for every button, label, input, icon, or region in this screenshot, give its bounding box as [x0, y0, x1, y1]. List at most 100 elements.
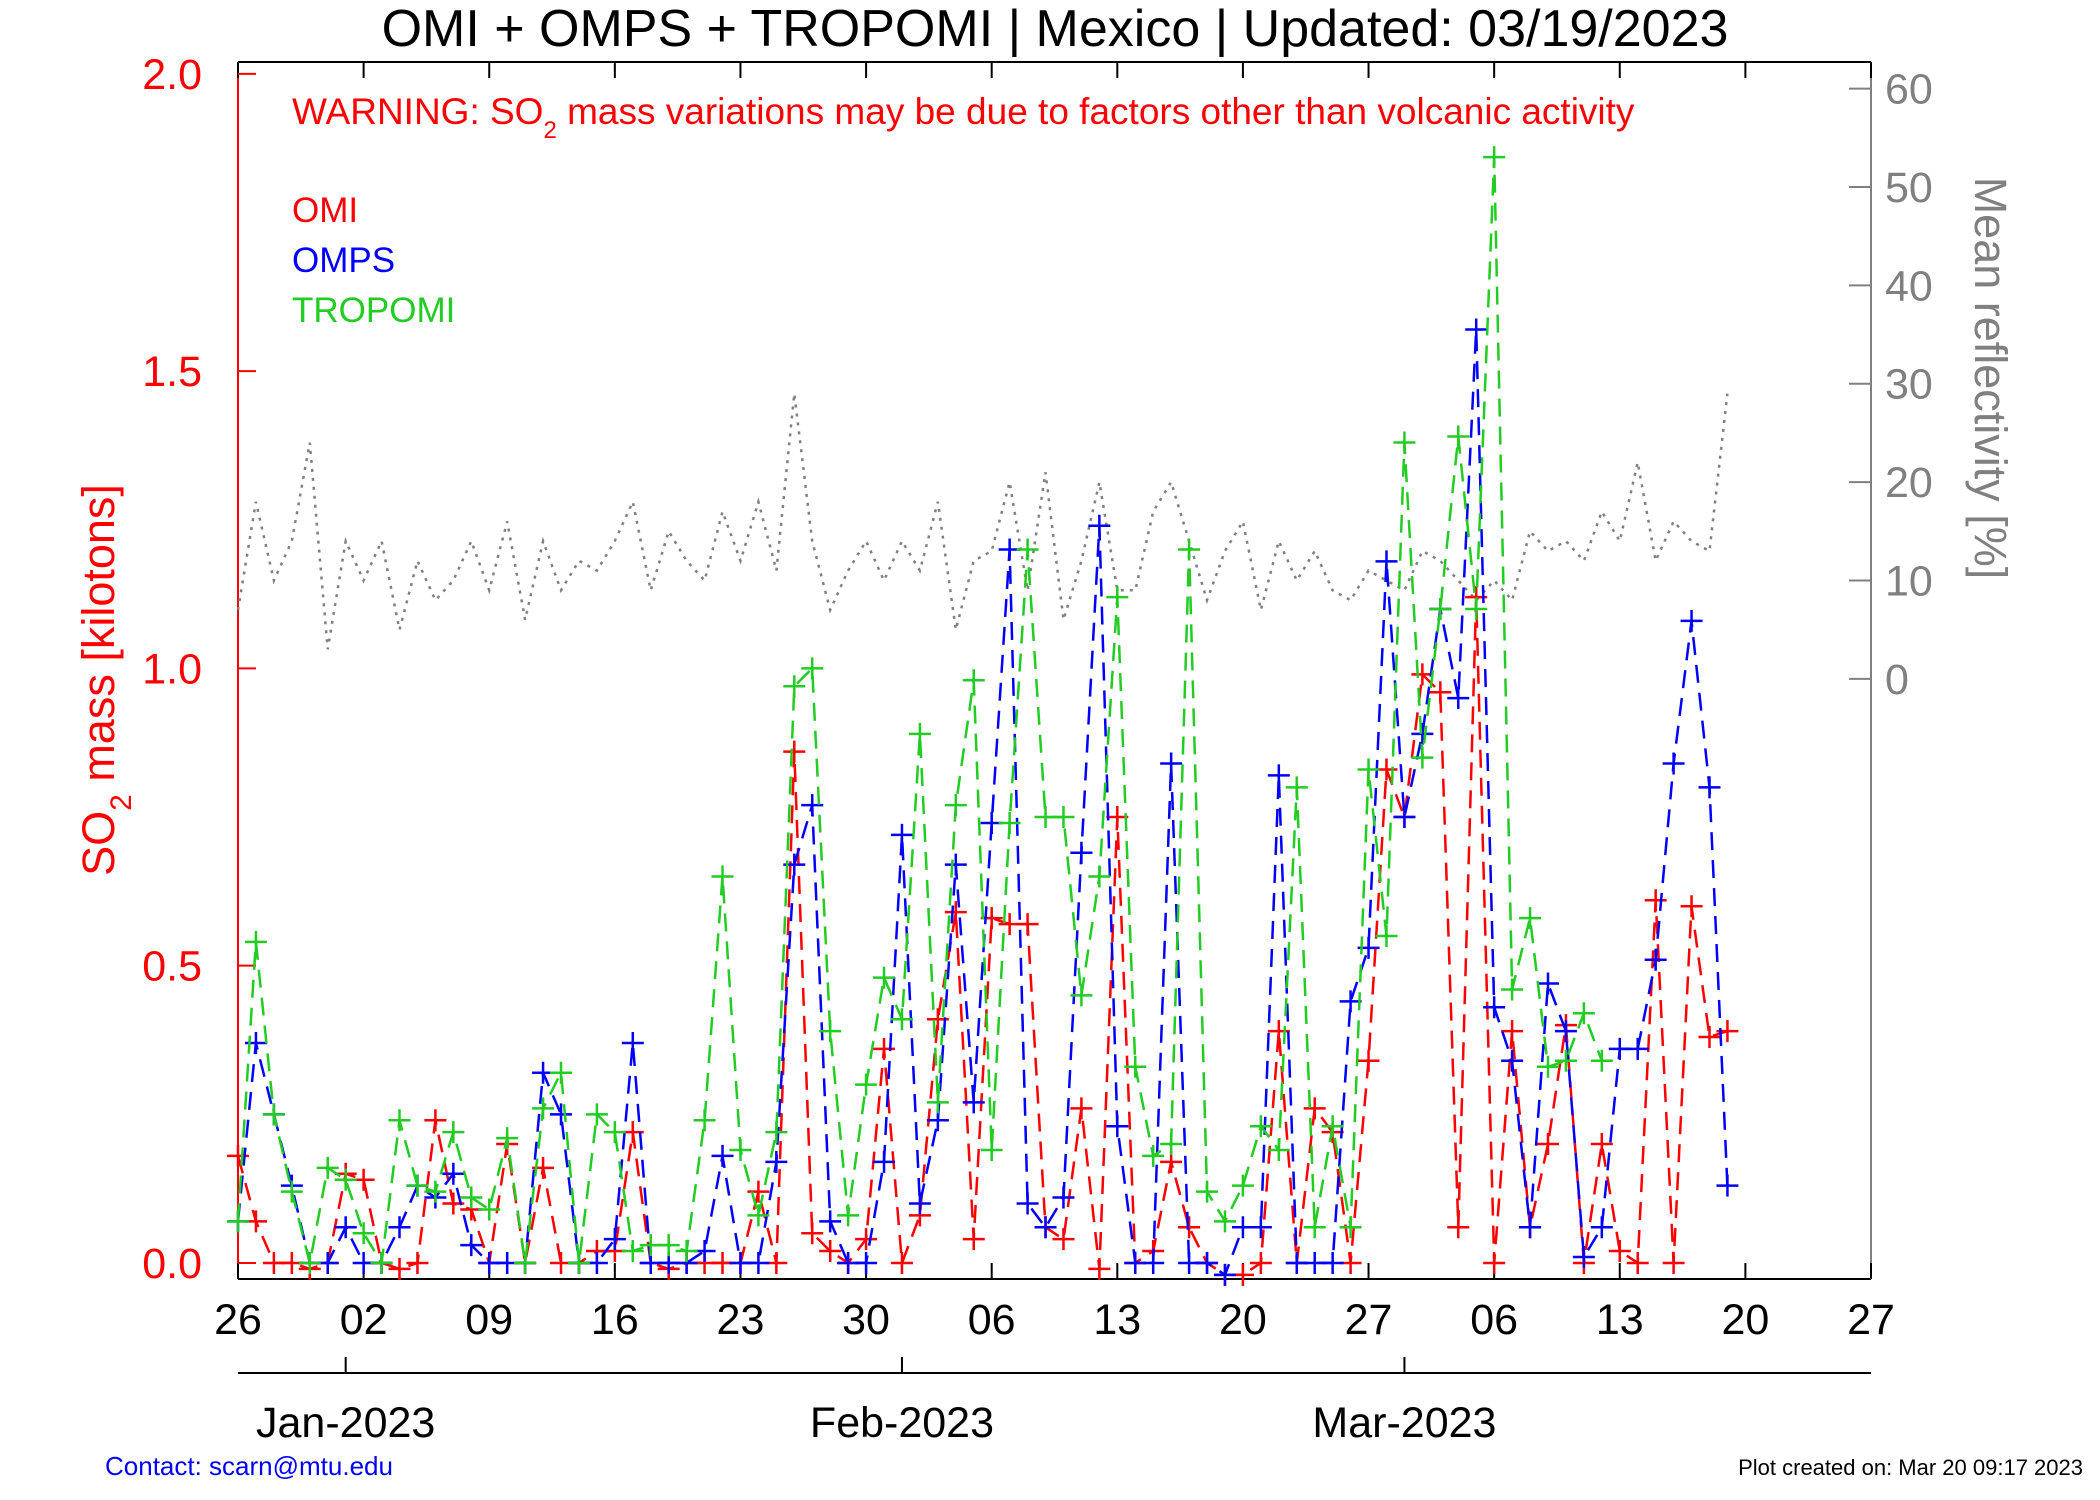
- x-tick-label: 13: [1596, 1296, 1644, 1344]
- data-point: [1519, 907, 1542, 930]
- data-point: [1590, 1049, 1613, 1072]
- y2-tick-label: 60: [1885, 66, 1933, 114]
- data-point: [1249, 1216, 1272, 1239]
- data-point: [1267, 1138, 1290, 1161]
- data-point: [819, 1240, 842, 1263]
- data-point: [1680, 609, 1703, 632]
- data-point: [1088, 514, 1111, 537]
- data-point: [765, 1150, 788, 1173]
- x-tick-label: 20: [1721, 1296, 1769, 1344]
- data-point: [1357, 758, 1380, 781]
- data-point: [1052, 1186, 1075, 1209]
- annotation-part: 2: [543, 117, 556, 144]
- data-point: [1536, 1055, 1559, 1078]
- data-point: [1052, 806, 1075, 829]
- data-point: [1411, 746, 1434, 769]
- data-point: [873, 966, 896, 989]
- data-point: [944, 901, 967, 924]
- data-point: [1536, 1133, 1559, 1156]
- data-point: [819, 1210, 842, 1233]
- data-point: [1483, 1251, 1506, 1274]
- data-point: [1519, 1216, 1542, 1239]
- annotation-part: mass variations may be due to factors ot…: [557, 91, 1635, 132]
- x-tick-label: 27: [1345, 1296, 1393, 1344]
- data-point: [388, 1216, 411, 1239]
- data-point: [1088, 1257, 1111, 1280]
- data-point: [1088, 865, 1111, 888]
- data-point: [244, 930, 267, 953]
- legend-entry: TROPOMI: [292, 291, 455, 330]
- data-point: [298, 1251, 321, 1274]
- data-point: [908, 1192, 931, 1215]
- data-point: [603, 1121, 626, 1144]
- data-point: [1357, 1049, 1380, 1072]
- data-point: [1644, 948, 1667, 971]
- data-point: [1106, 1115, 1129, 1138]
- data-point: [1465, 318, 1488, 341]
- data-point: [1178, 538, 1201, 561]
- data-point: [1375, 550, 1398, 573]
- data-point: [980, 1138, 1003, 1161]
- x-tick-label: 23: [717, 1296, 765, 1344]
- data-point: [621, 1240, 644, 1263]
- data-point: [496, 1127, 519, 1150]
- data-point: [1142, 1251, 1165, 1274]
- data-point: [819, 1020, 842, 1043]
- data-point: [1178, 1216, 1201, 1239]
- data-point: [1070, 1097, 1093, 1120]
- data-point: [585, 1103, 608, 1126]
- data-point: [388, 1257, 411, 1280]
- data-point: [1339, 1216, 1362, 1239]
- y2-tick-label: 0: [1885, 656, 1909, 704]
- data-point: [801, 657, 824, 680]
- data-point: [747, 1251, 770, 1274]
- data-point: [729, 1138, 752, 1161]
- x-tick-label: 30: [842, 1296, 890, 1344]
- data-point: [1016, 1192, 1039, 1215]
- data-point: [1608, 1240, 1631, 1263]
- data-point: [1501, 1020, 1524, 1043]
- y-axis-label-part: SO: [73, 811, 124, 876]
- data-point: [801, 794, 824, 817]
- data-point: [1393, 806, 1416, 829]
- data-point: [1196, 1180, 1219, 1203]
- y2-tick-label: 50: [1885, 164, 1933, 212]
- data-point: [1590, 1133, 1613, 1156]
- data-point: [1572, 1002, 1595, 1025]
- y-tick-label: 0.0: [142, 1240, 202, 1288]
- data-point: [262, 1103, 285, 1126]
- data-point: [603, 1228, 626, 1251]
- data-point: [1429, 597, 1452, 620]
- data-point: [227, 1210, 249, 1233]
- data-point: [370, 1251, 393, 1274]
- data-point: [1536, 972, 1559, 995]
- contact: Contact: scarn@mtu.edu: [105, 1451, 393, 1481]
- data-point: [1052, 1228, 1075, 1251]
- data-point: [442, 1162, 465, 1185]
- data-point: [1447, 1216, 1470, 1239]
- data-point: [1662, 752, 1685, 775]
- data-point: [1698, 776, 1721, 799]
- data-point: [1644, 889, 1667, 912]
- x-tick-label: 06: [968, 1296, 1016, 1344]
- annotation-part: WARNING: SO: [292, 91, 543, 132]
- data-point: [1321, 1251, 1344, 1274]
- y-tick-label: 0.5: [142, 943, 202, 991]
- x-tick-label: 06: [1470, 1296, 1518, 1344]
- x-tick-label: 13: [1093, 1296, 1141, 1344]
- x-tick-label: 09: [465, 1296, 513, 1344]
- y-axis-label-part: 2: [105, 794, 138, 811]
- chart-title: OMI + OMPS + TROPOMI | Mexico | Updated:…: [382, 0, 1729, 58]
- y2-axis-label: Mean reflectivity [%]: [1965, 177, 2016, 580]
- data-point: [908, 722, 931, 745]
- data-point: [1429, 681, 1452, 704]
- month-label: Jan-2023: [256, 1399, 435, 1447]
- data-point: [334, 1216, 357, 1239]
- data-point: [1626, 1251, 1649, 1274]
- data-point: [890, 1008, 913, 1031]
- data-point: [693, 1109, 716, 1132]
- data-point: [1572, 1246, 1595, 1268]
- data-point: [1662, 1251, 1685, 1274]
